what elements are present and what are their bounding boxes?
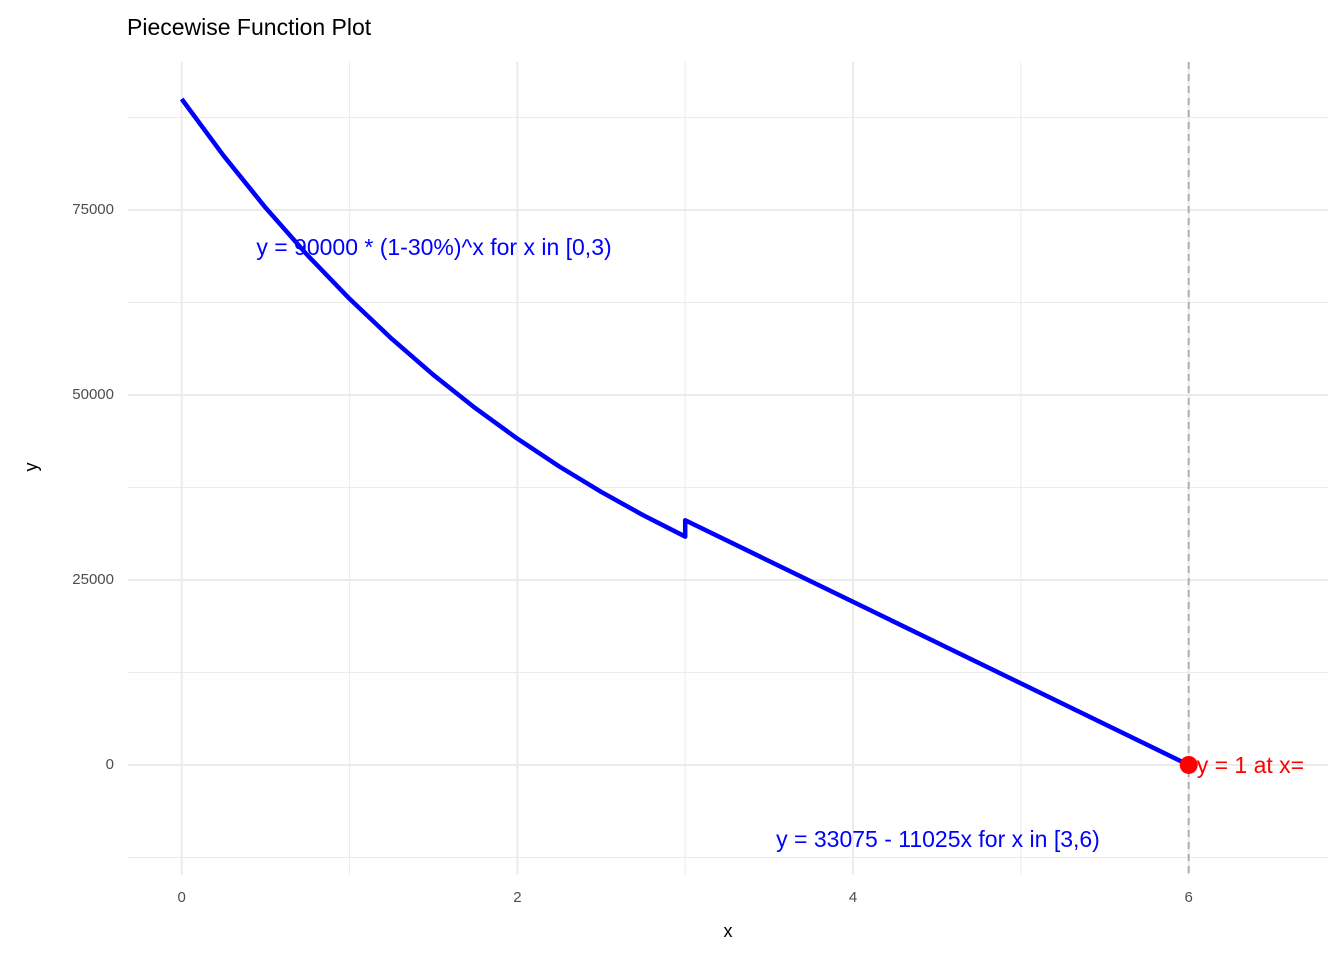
y-axis-label: y — [21, 463, 41, 472]
x-tick-label: 0 — [178, 889, 186, 906]
line — [179, 97, 1190, 768]
annotation: y = 33075 - 11025x for x in [3,6) — [776, 826, 1100, 852]
y-tick-label: 25000 — [72, 571, 114, 588]
y-tick-label: 0 — [106, 756, 114, 773]
annotation: y = 90000 * (1-30%)^x for x in [0,3) — [256, 234, 611, 260]
x-tick-label: 2 — [513, 889, 521, 906]
x-tick-label: 6 — [1185, 889, 1193, 906]
y-tick-label: 50000 — [72, 386, 114, 403]
x-axis-label: x — [724, 921, 733, 941]
point-label: y = 1 at x= — [1197, 752, 1304, 778]
x-tick-label: 4 — [849, 889, 857, 906]
point — [1179, 755, 1198, 774]
y-tick-label: 75000 — [72, 201, 114, 218]
chart-title: Piecewise Function Plot — [127, 14, 372, 40]
